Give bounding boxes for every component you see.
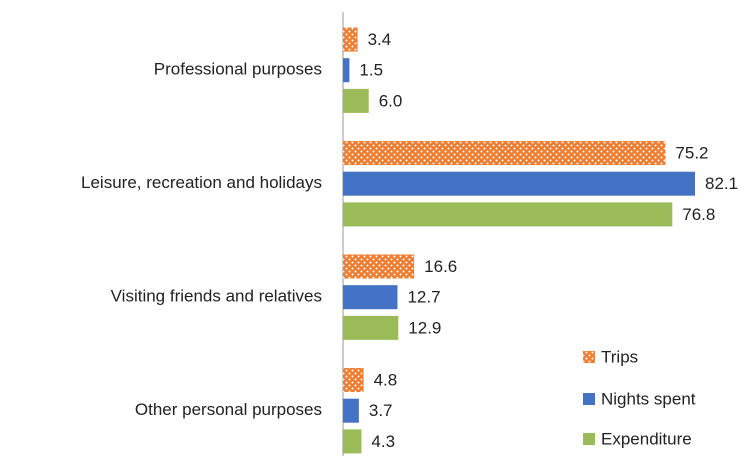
data-label: 76.8 (682, 205, 715, 224)
bar (343, 202, 673, 227)
bar (343, 88, 369, 113)
category-label: Professional purposes (154, 60, 322, 79)
bar (343, 254, 415, 279)
data-label: 16.6 (424, 257, 457, 276)
legend-label: Trips (601, 347, 638, 366)
data-label: 3.4 (368, 30, 392, 49)
data-label: 12.9 (408, 318, 441, 337)
data-label: 1.5 (359, 61, 383, 80)
bar (343, 368, 364, 392)
data-label: 6.0 (379, 91, 403, 110)
legend-label: Expenditure (601, 429, 692, 448)
bar (343, 315, 399, 340)
data-label: 75.2 (675, 143, 708, 162)
legend-swatch (583, 351, 595, 363)
bar (343, 171, 695, 196)
category-label: Leisure, recreation and holidays (81, 173, 322, 192)
bar (343, 398, 359, 423)
legend-swatch (583, 433, 595, 445)
data-label: 12.7 (407, 288, 440, 307)
data-label: 3.7 (369, 401, 393, 420)
category-label: Other personal purposes (135, 400, 322, 419)
legend-swatch (583, 393, 595, 405)
bar (343, 285, 398, 310)
bar (343, 27, 358, 52)
category-label: Visiting friends and relatives (111, 287, 322, 306)
bar (343, 58, 350, 83)
data-label: 4.8 (374, 370, 398, 389)
data-label: 82.1 (705, 174, 738, 193)
legend-label: Nights spent (601, 389, 696, 408)
bar (343, 141, 666, 165)
bar (343, 429, 362, 454)
data-label: 4.3 (371, 432, 395, 451)
